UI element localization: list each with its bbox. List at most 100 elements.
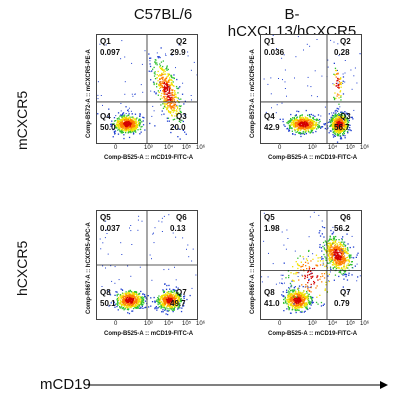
event-dot	[175, 286, 177, 288]
event-dot	[338, 131, 340, 133]
event-dot	[344, 241, 346, 243]
event-dot	[302, 131, 304, 133]
event-dot	[294, 122, 297, 125]
event-dot	[169, 97, 171, 99]
event-dot	[295, 261, 297, 263]
event-dot	[122, 303, 124, 306]
x-axis-arrow-icon	[88, 381, 388, 389]
event-dot	[345, 257, 348, 259]
event-dot	[337, 259, 339, 262]
event-dot	[172, 300, 174, 302]
event-dot	[173, 118, 176, 120]
event-dot	[285, 301, 287, 303]
event-dot	[308, 249, 310, 252]
event-dot	[116, 297, 119, 300]
event-dot	[176, 114, 178, 116]
event-dot	[299, 295, 302, 297]
event-dot	[336, 255, 338, 257]
event-dot	[340, 247, 342, 249]
quadrant-value-q1: 0.097	[100, 48, 121, 57]
event-dot	[294, 77, 295, 79]
event-dot	[294, 301, 296, 303]
event-dot	[292, 299, 294, 301]
event-dot	[302, 265, 304, 267]
quadrant-name-q5: Q5	[264, 213, 275, 222]
event-dot	[124, 292, 126, 294]
event-dot	[305, 265, 307, 267]
event-dot	[308, 293, 310, 296]
x-tick-label: 10⁶	[360, 145, 370, 151]
event-dot	[337, 134, 339, 137]
event-dot	[118, 124, 120, 126]
event-dot	[132, 124, 135, 126]
event-dot	[161, 305, 163, 307]
event-dot	[138, 301, 140, 303]
event-dot	[124, 121, 127, 123]
event-dot	[139, 266, 141, 268]
event-dot	[311, 298, 313, 300]
event-dot	[343, 260, 345, 262]
event-dot	[133, 121, 135, 123]
event-dot	[323, 277, 326, 279]
event-dot	[112, 128, 114, 131]
event-dot	[119, 120, 121, 122]
event-dot	[97, 81, 99, 83]
event-dot	[319, 294, 321, 296]
event-dot	[339, 131, 342, 133]
event-dot	[120, 103, 122, 104]
event-dot	[304, 310, 306, 312]
event-dot	[299, 297, 301, 299]
event-dot	[170, 108, 173, 110]
event-dot	[336, 250, 338, 252]
event-dot	[131, 244, 133, 245]
event-dot	[301, 133, 303, 135]
event-dot	[168, 284, 170, 287]
event-dot	[159, 83, 161, 85]
event-dot	[131, 305, 134, 308]
event-dot	[334, 264, 336, 266]
event-dot	[324, 289, 326, 291]
event-dot	[342, 122, 345, 124]
event-dot	[157, 80, 159, 82]
event-dot	[339, 261, 341, 263]
event-dot	[304, 286, 306, 288]
event-dot	[160, 306, 162, 309]
event-dot	[140, 297, 142, 299]
event-dot	[319, 126, 321, 128]
event-dot	[123, 123, 125, 125]
event-dot	[306, 117, 308, 119]
event-dot	[114, 133, 116, 135]
event-dot	[293, 126, 295, 128]
event-dot	[118, 279, 120, 281]
event-dot	[171, 96, 173, 98]
event-dot	[332, 134, 334, 136]
event-dot	[141, 296, 143, 298]
event-dot	[132, 296, 135, 298]
x-tick-label: 10⁵	[182, 145, 192, 151]
event-dot	[306, 120, 309, 123]
event-dot	[155, 306, 157, 308]
event-dot	[347, 250, 349, 252]
event-dot	[151, 70, 153, 72]
event-dot	[168, 91, 171, 93]
event-dot	[283, 301, 285, 304]
event-dot	[327, 275, 329, 277]
event-dot	[303, 128, 306, 130]
event-dot	[308, 250, 310, 252]
event-dot	[191, 260, 193, 262]
event-dot	[168, 120, 170, 122]
event-dot	[128, 127, 130, 130]
event-dot	[304, 274, 306, 277]
event-dot	[164, 305, 166, 307]
event-dot	[141, 300, 143, 302]
event-dot	[164, 80, 166, 82]
event-dot	[261, 276, 263, 278]
event-dot	[179, 293, 181, 296]
event-dot	[289, 312, 292, 314]
event-dot	[334, 266, 336, 268]
event-dot	[332, 237, 335, 240]
event-dot	[123, 309, 125, 311]
event-dot	[180, 300, 182, 302]
event-dot	[335, 247, 337, 249]
event-dot	[166, 67, 168, 70]
